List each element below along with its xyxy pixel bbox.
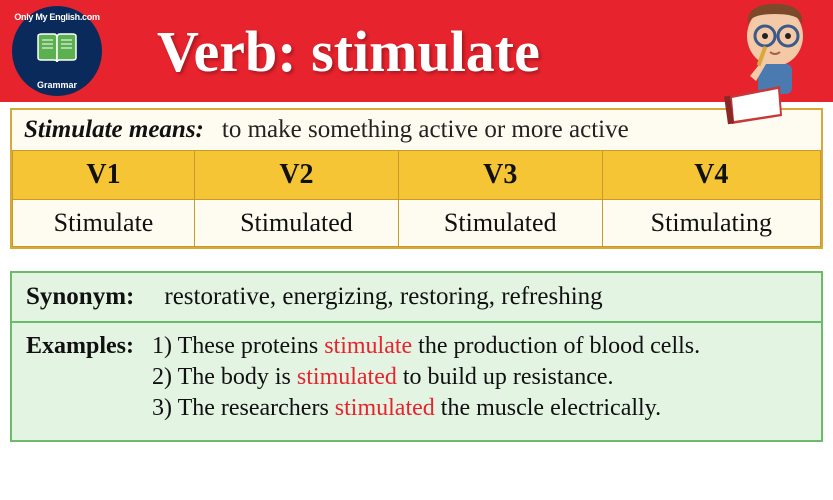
- title-word: stimulate: [311, 19, 540, 84]
- col-v2: V2: [195, 151, 399, 200]
- synonym-row: Synonym: restorative, energizing, restor…: [12, 273, 821, 323]
- mascot-icon: [720, 0, 825, 126]
- example-item: 2) The body is stimulated to build up re…: [152, 364, 700, 391]
- highlight-word: stimulate: [324, 333, 412, 359]
- highlight-word: stimulated: [335, 395, 435, 421]
- cell-v2: Stimulated: [195, 200, 399, 247]
- table-header-row: V1 V2 V3 V4: [13, 151, 821, 200]
- example-item: 1) These proteins stimulate the producti…: [152, 333, 700, 360]
- col-v1: V1: [13, 151, 195, 200]
- col-v3: V3: [398, 151, 602, 200]
- col-v4: V4: [602, 151, 820, 200]
- meaning-row: Stimulate means: to make something activ…: [12, 110, 821, 150]
- synonym-label: Synonym:: [26, 283, 134, 311]
- synonym-text: restorative, energizing, restoring, refr…: [164, 283, 602, 311]
- examples-list: 1) These proteins stimulate the producti…: [152, 333, 700, 426]
- example-item: 3) The researchers stimulated the muscle…: [152, 395, 700, 422]
- logo-text-top: Only My English.com: [14, 12, 99, 22]
- table-row: Stimulate Stimulated Stimulated Stimulat…: [13, 200, 821, 247]
- meaning-box: Stimulate means: to make something activ…: [10, 108, 823, 249]
- header-banner: Only My English.com Grammar Verb: stimul…: [0, 0, 833, 102]
- page-title: Verb: stimulate: [157, 18, 540, 85]
- site-logo: Only My English.com Grammar: [12, 6, 102, 96]
- synonym-examples-box: Synonym: restorative, energizing, restor…: [10, 271, 823, 442]
- cell-v3: Stimulated: [398, 200, 602, 247]
- meaning-text: to make something active or more active: [222, 116, 629, 144]
- cell-v4: Stimulating: [602, 200, 820, 247]
- examples-row: Examples: 1) These proteins stimulate th…: [12, 323, 821, 440]
- examples-label: Examples:: [26, 333, 134, 426]
- title-prefix: Verb:: [157, 19, 311, 84]
- logo-text-bottom: Grammar: [37, 80, 77, 90]
- book-icon: [36, 32, 78, 71]
- verb-forms-table: V1 V2 V3 V4 Stimulate Stimulated Stimula…: [12, 150, 821, 247]
- highlight-word: stimulated: [297, 364, 397, 390]
- cell-v1: Stimulate: [13, 200, 195, 247]
- meaning-label: Stimulate means:: [24, 116, 204, 144]
